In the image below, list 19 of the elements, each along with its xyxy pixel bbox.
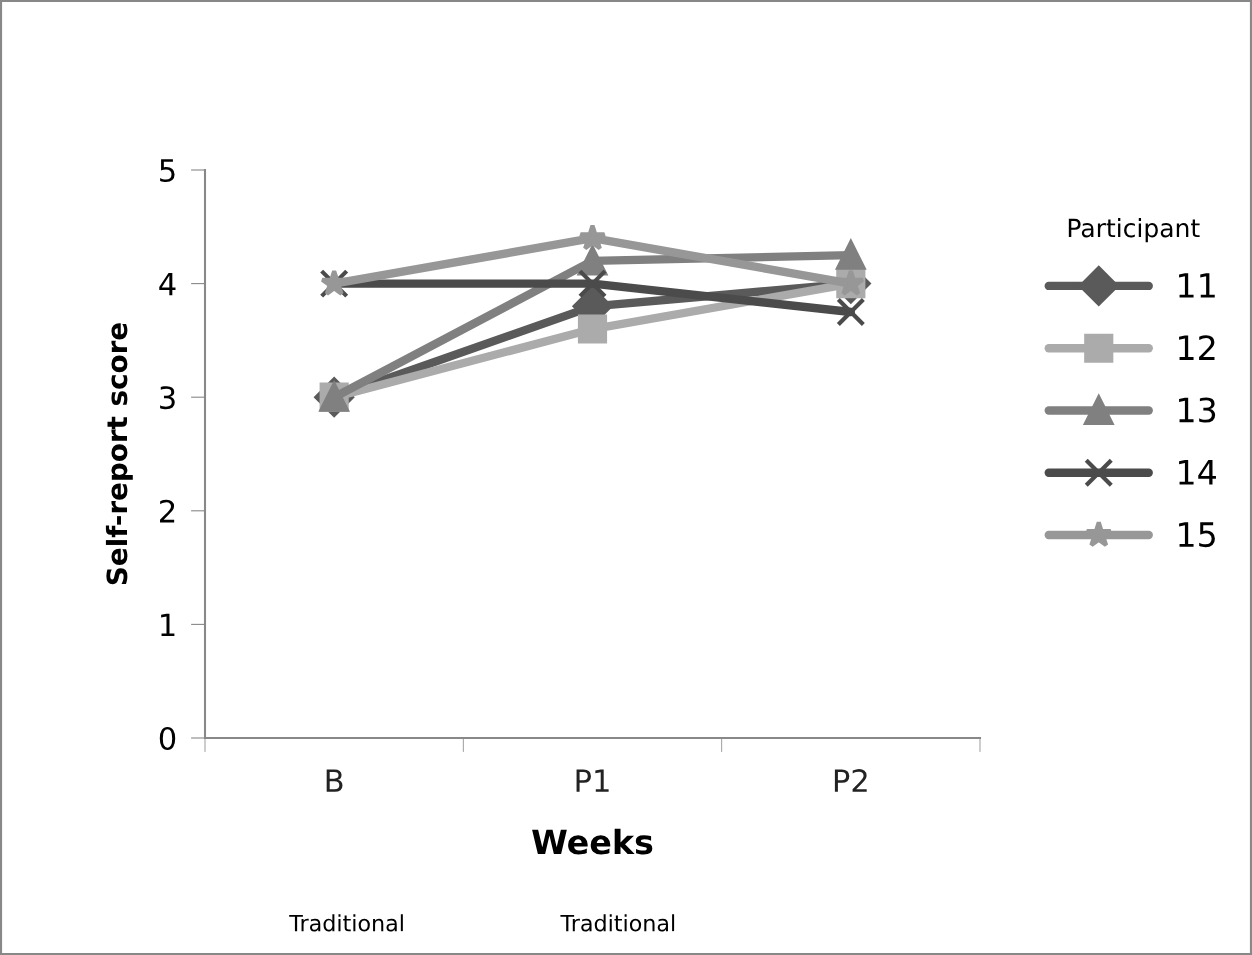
legend-label: 11 — [1179, 273, 1215, 298]
y-tick-label: 1 — [161, 613, 175, 637]
y-tick-label: 2 — [160, 499, 175, 523]
text: Traditional — [289, 914, 403, 932]
legend-title: Participant — [1068, 218, 1200, 243]
y-tick-label: 5 — [160, 159, 175, 183]
legend-label: 14 — [1179, 460, 1216, 485]
y-tick-label: 4 — [159, 272, 176, 296]
x-axis-title: Weeks — [532, 828, 653, 855]
y-axis-title: Self-report score — [105, 323, 133, 585]
x-tick-label: P1 — [576, 769, 609, 792]
y-tick-label: 3 — [160, 386, 175, 410]
legend-label: 15 — [1179, 522, 1215, 548]
y-tick-label: 0 — [159, 726, 176, 751]
x-tick-label: B — [326, 769, 343, 792]
legend-label: 13 — [1179, 397, 1216, 423]
text: Traditional — [560, 914, 675, 932]
legend-label: 12 — [1179, 335, 1215, 360]
x-tick-label: P2 — [834, 769, 867, 792]
